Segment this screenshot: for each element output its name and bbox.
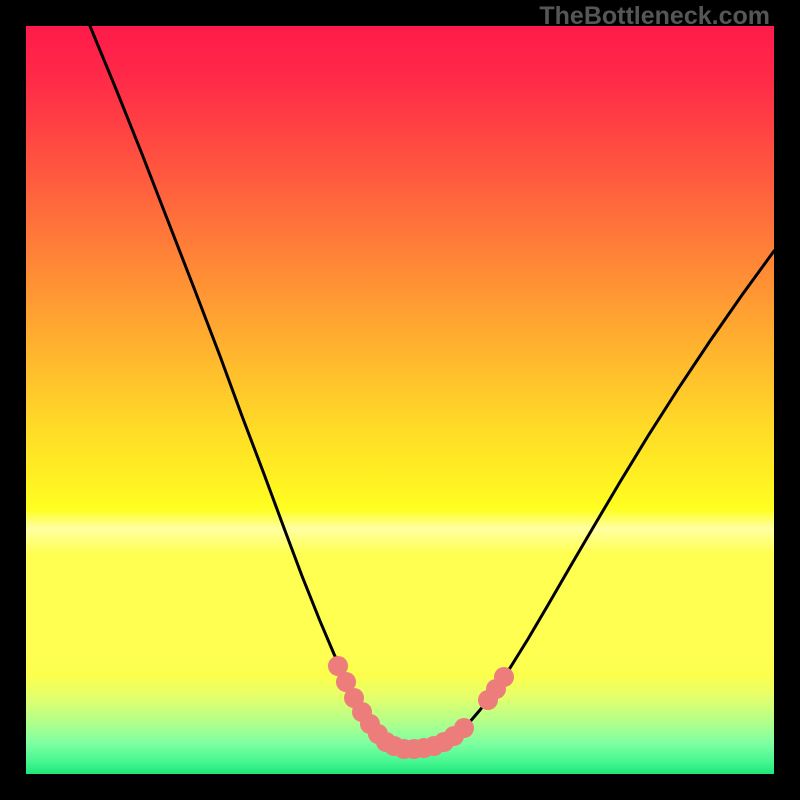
curve-marker <box>454 718 474 738</box>
bottleneck-curve <box>90 26 774 749</box>
curve-marker <box>494 667 514 687</box>
watermark-text: TheBottleneck.com <box>539 2 770 31</box>
chart-plot-area <box>26 26 774 774</box>
curve-overlay <box>26 26 774 774</box>
